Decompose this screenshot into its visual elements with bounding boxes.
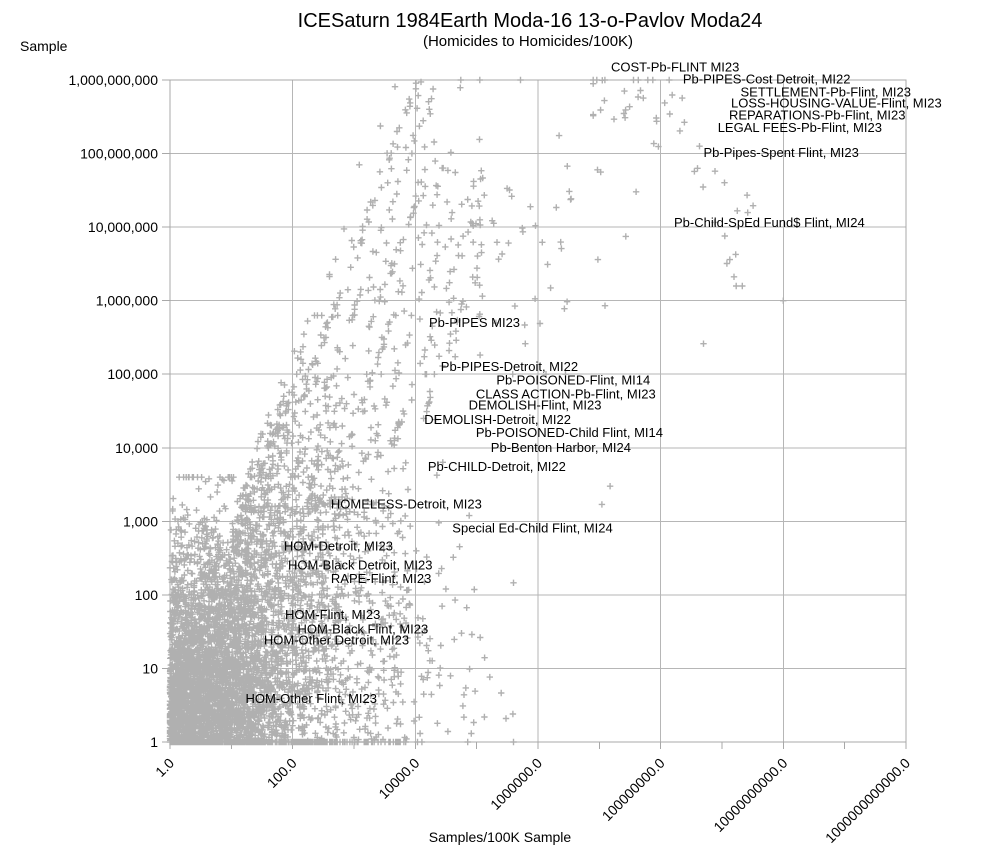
point-annotation: Pb-Child-SpEd Fund$ Flint, MI24 bbox=[674, 215, 865, 230]
point-annotation: HOM-Detroit, MI23 bbox=[284, 539, 393, 554]
point-annotation: Special Ed-Child Flint, MI24 bbox=[452, 521, 612, 536]
x-tick-label: 1000000.0 bbox=[487, 755, 545, 813]
point-annotation: DEMOLISH-Detroit, MI22 bbox=[424, 412, 571, 427]
point-annotation: Pb-CHILD-Detroit, MI22 bbox=[428, 459, 566, 474]
x-tick-label: 100.0 bbox=[264, 755, 300, 791]
point-annotation: LEGAL FEES-Pb-Flint, MI23 bbox=[718, 120, 882, 135]
scatter-points bbox=[166, 76, 787, 746]
point-annotation: LOSS-HOUSING-VALUE-Flint, MI23 bbox=[731, 96, 942, 111]
y-tick-label: 1,000 bbox=[123, 513, 158, 529]
y-tick-label: 10 bbox=[142, 660, 158, 676]
x-tick-label: 10000000000.0 bbox=[710, 755, 790, 835]
x-axis-title: Samples/100K Sample bbox=[428, 829, 572, 845]
chart-subtitle: (Homicides to Homicides/100K) bbox=[422, 33, 634, 50]
y-axis-title: Sample bbox=[20, 38, 68, 54]
point-annotation: SETTLEMENT-Pb-Flint, MI23 bbox=[741, 84, 911, 99]
x-tick-label: 1000000000000.0 bbox=[822, 755, 913, 846]
point-annotation: COST-Pb-FLINT MI23 bbox=[611, 60, 739, 75]
x-tick-label: 10000.0 bbox=[375, 755, 422, 802]
point-annotation: HOMELESS-Detroit, MI23 bbox=[331, 496, 482, 511]
y-tick-label: 100 bbox=[135, 587, 159, 603]
y-tick-label: 100,000,000 bbox=[80, 146, 158, 162]
point-annotation: CLASS ACTION-Pb-Flint, MI23 bbox=[476, 386, 656, 401]
y-tick-label: 1,000,000,000 bbox=[68, 72, 158, 88]
point-annotation: Pb-POISONED-Flint, MI14 bbox=[496, 373, 650, 388]
point-annotation: Pb-PIPES MI23 bbox=[429, 315, 520, 330]
y-tick-label: 10,000,000 bbox=[88, 219, 158, 235]
point-annotation: HOM-Flint, MI23 bbox=[285, 607, 380, 622]
point-annotation: Pb-POISONED-Child Flint, MI14 bbox=[476, 425, 663, 440]
x-tick-label: 100000000.0 bbox=[599, 755, 668, 824]
point-annotation: Pb-PIPES-Detroit, MI22 bbox=[441, 359, 578, 374]
point-annotation: HOM-Other Detroit, MI23 bbox=[264, 633, 409, 648]
chart-title: ICESaturn 1984Earth Moda-16 13-o-Pavlov … bbox=[297, 10, 763, 32]
point-annotation: HOM-Other Flint, MI23 bbox=[246, 691, 377, 706]
point-annotation: RAPE-Flint, MI23 bbox=[331, 571, 431, 586]
point-annotation: Pb-Benton Harbor, MI24 bbox=[491, 440, 631, 455]
point-annotation: REPARATIONS-Pb-Flint, MI23 bbox=[729, 108, 906, 123]
x-tick-label: 1.0 bbox=[152, 755, 177, 780]
point-annotation: Pb-Pipes-Spent Flint, MI23 bbox=[704, 145, 859, 160]
y-tick-label: 100,000 bbox=[107, 366, 158, 382]
point-annotation: HOM-Black Flint, MI23 bbox=[298, 621, 429, 636]
y-tick-label: 1,000,000 bbox=[96, 293, 158, 309]
point-annotation: DEMOLISH-Flint, MI23 bbox=[469, 398, 602, 413]
point-annotation: HOM-Black Detroit, MI23 bbox=[288, 558, 432, 573]
y-tick-label: 10,000 bbox=[115, 440, 158, 456]
y-tick-label: 1 bbox=[150, 734, 158, 750]
point-annotation: Pb-PIPES-Cost Detroit, MI22 bbox=[683, 72, 851, 87]
